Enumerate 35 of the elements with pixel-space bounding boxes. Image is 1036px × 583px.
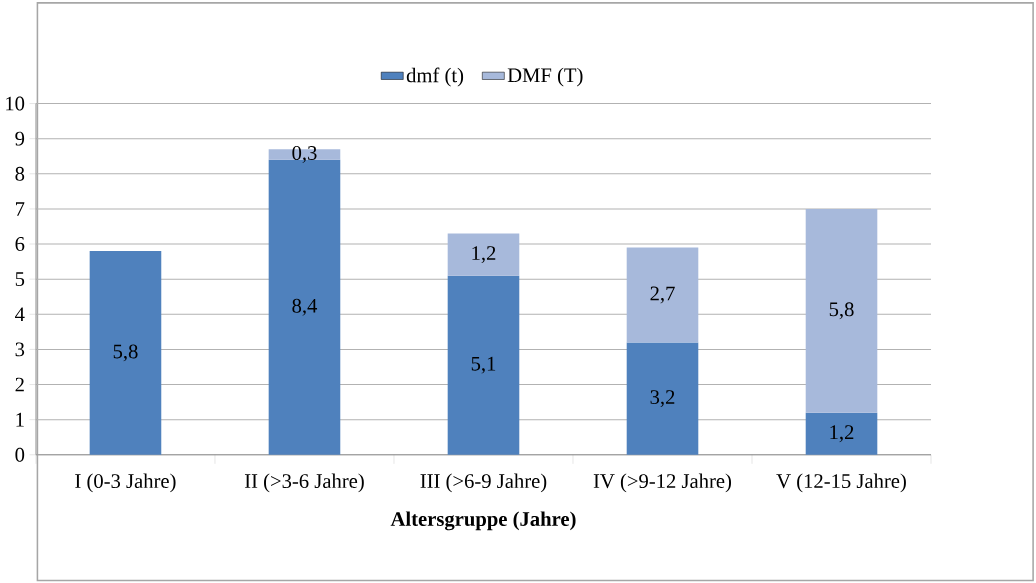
y-tick-label: 10	[6, 96, 25, 111]
x-tick-label: I (0-3 Jahre)	[75, 473, 176, 493]
y-tick-label: 3	[15, 342, 25, 357]
y-tick-label: 2	[15, 377, 24, 392]
y-tick-label: 5	[15, 272, 25, 286]
x-axis-title: Altersgruppe (Jahre)	[390, 511, 576, 531]
data-label: 0,3	[292, 145, 317, 163]
bar	[805, 412, 878, 455]
y-tick-label: 8	[15, 166, 25, 181]
y-tick-label: 7	[15, 201, 25, 216]
bar	[626, 342, 699, 455]
bar	[89, 250, 162, 455]
bar	[447, 233, 520, 276]
y-tick-label: 1	[16, 412, 24, 427]
y-tick-label: 9	[15, 131, 25, 146]
bar	[805, 208, 878, 413]
y-tick-label: 6	[15, 236, 25, 251]
data-label: 8,4	[292, 298, 318, 316]
x-tick-label: II (>3-6 Jahre)	[244, 473, 364, 493]
y-tick-label: 0	[15, 447, 25, 462]
legend-label: DMF (T)	[507, 67, 583, 87]
data-label: 1,2	[472, 245, 496, 263]
bar	[447, 275, 520, 455]
data-label: 1,2	[830, 425, 854, 442]
data-label: 5,1	[471, 356, 496, 374]
data-label: 3,2	[650, 389, 675, 407]
data-label: 5,8	[113, 344, 138, 362]
x-tick-label: V (12-15 Jahre)	[776, 473, 906, 493]
x-tick-label: III (>6-9 Jahre)	[420, 473, 547, 493]
bar	[626, 247, 699, 343]
legend-label: dmf (t)	[406, 67, 464, 87]
data-label: 2,7	[650, 286, 675, 304]
y-tick-label: 4	[15, 307, 25, 321]
x-tick-label: IV (>9-12 Jahre)	[593, 473, 732, 493]
data-label: 5,8	[829, 302, 854, 319]
